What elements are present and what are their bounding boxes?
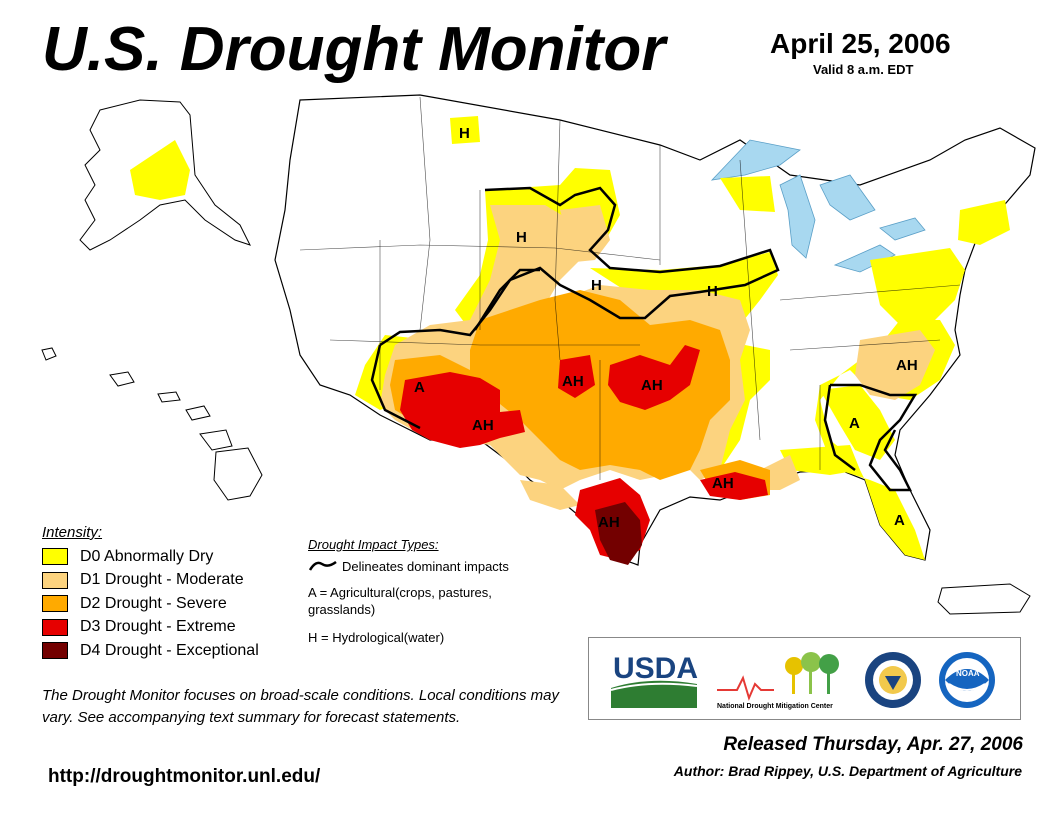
alaska-map <box>79 99 251 251</box>
website-link[interactable]: http://droughtmonitor.unl.edu/ <box>48 766 321 787</box>
legend-item-d0: D0 Abnormally Dry <box>42 545 259 569</box>
label-h-nebraska: H <box>591 277 602 294</box>
legend-label: D1 Drought - Moderate <box>80 571 244 589</box>
state-lines <box>299 96 961 480</box>
intensity-legend: Intensity: D0 Abnormally Dry D1 Drought … <box>42 524 259 663</box>
map-date: April 25, 2006 <box>770 28 951 59</box>
author-credit: Author: Brad Rippey, U.S. Department of … <box>673 763 1022 779</box>
label-a-florida: A <box>894 512 905 529</box>
great-lakes <box>710 139 926 273</box>
noaa-logo: NOAA <box>939 652 995 708</box>
page-title: U.S. Drought Monitor <box>42 15 666 84</box>
impact-lines <box>370 186 918 492</box>
label-h-montana: H <box>459 125 470 142</box>
legend-swatch <box>42 595 68 613</box>
legend-item-d3: D3 Drought - Extreme <box>42 616 259 640</box>
label-ah-louisiana: AH <box>712 475 734 492</box>
commerce-seal-icon <box>865 652 921 708</box>
legend-swatch <box>42 571 68 589</box>
impact-types: Drought Impact Types: Delineates dominan… <box>308 537 558 645</box>
d4-area <box>595 502 642 565</box>
label-h-dakotas: H <box>516 229 527 246</box>
label-ah-panhandle: AH <box>562 373 584 390</box>
legend-label: D4 Drought - Exceptional <box>80 641 259 659</box>
alaska-d0 <box>130 140 190 200</box>
legend-item-d2: D2 Drought - Severe <box>42 592 259 616</box>
ndmc-logo: National Drought Mitigation Center <box>717 652 839 710</box>
impact-line-icon <box>308 560 337 571</box>
label-ah-arizona: AH <box>472 417 494 434</box>
legend-swatch <box>42 618 68 636</box>
legend-label: D2 Drought - Severe <box>80 594 227 612</box>
svg-text:NOAA: NOAA <box>956 669 980 678</box>
disclaimer-note: The Drought Monitor focuses on broad-sca… <box>42 687 559 726</box>
impact-delineation-row: Delineates dominant impacts <box>308 558 558 574</box>
release-date: Released Thursday, Apr. 27, 2006 <box>723 734 1023 755</box>
label-a-arizona: A <box>414 379 425 396</box>
conus-map: H H H H A AH AH AH AH AH AH A A <box>274 94 1036 566</box>
hawaii-map <box>41 347 263 501</box>
impact-agricultural: A = Agricultural(crops, pastures, grassl… <box>308 585 492 617</box>
label-a-southeast: A <box>849 415 860 432</box>
svg-text:National Drought Mitigation Ce: National Drought Mitigation Center <box>717 703 833 710</box>
legend-item-d1: D1 Drought - Moderate <box>42 569 259 593</box>
legend-swatch <box>42 548 68 566</box>
map-labels: H H H H A AH AH AH AH AH AH A A <box>414 125 918 531</box>
legend-label: D0 Abnormally Dry <box>80 547 214 565</box>
legend-swatch <box>42 642 68 660</box>
impact-delineates: Delineates dominant impacts <box>342 558 509 574</box>
label-h-iowa: H <box>707 283 718 300</box>
partner-logos: USDA National Drought Mitigation Center <box>588 637 1021 720</box>
legend-label: D3 Drought - Extreme <box>80 618 236 636</box>
impact-hydrological: H = Hydrological(water) <box>308 630 445 645</box>
valid-time: Valid 8 a.m. EDT <box>813 62 914 77</box>
label-ah-south-texas: AH <box>598 514 620 531</box>
legend-title: Intensity: <box>42 524 103 541</box>
legend-item-d4: D4 Drought - Exceptional <box>42 639 259 663</box>
logo-strip: USDA National Drought Mitigation Center <box>610 652 995 710</box>
impact-title: Drought Impact Types: <box>308 537 439 552</box>
svg-text:USDA: USDA <box>613 652 698 685</box>
label-ah-oklahoma: AH <box>641 377 663 394</box>
usda-logo: USDA <box>610 652 698 708</box>
puerto-rico-map <box>937 583 1031 615</box>
label-ah-carolina: AH <box>896 357 918 374</box>
